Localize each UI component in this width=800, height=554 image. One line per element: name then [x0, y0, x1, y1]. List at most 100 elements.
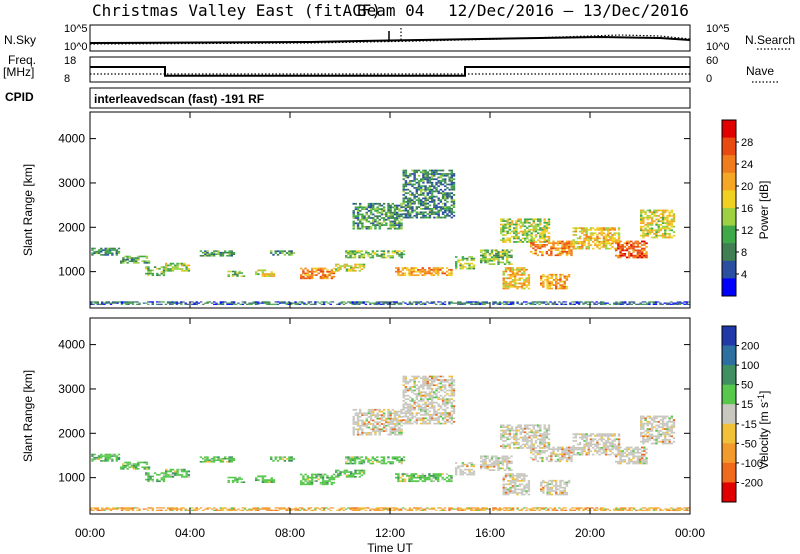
velocity-echo-cell [444, 379, 447, 381]
power-echo-cell [556, 249, 560, 251]
power-echo-cell [584, 302, 587, 304]
power-echo-cell [533, 303, 537, 305]
power-echo-cell [550, 252, 553, 255]
power-echo-cell [501, 252, 505, 255]
power-echo-cell [423, 268, 427, 271]
power-echo-cell [212, 250, 216, 252]
power-echo-cell [255, 273, 258, 276]
power-echo-cell [571, 301, 574, 303]
velocity-echo-cell [402, 393, 405, 395]
power-echo-cell [602, 302, 605, 304]
power-echo-cell [674, 303, 678, 305]
velocity-echo-cell [517, 441, 520, 444]
power-echo-cell [230, 253, 233, 256]
power-echo-cell [472, 267, 476, 270]
velocity-echo-cell [315, 480, 318, 482]
power-echo-cell [433, 178, 436, 181]
power-echo-cell [587, 247, 591, 250]
power-echo-cell [411, 183, 414, 186]
power-echo-cell [510, 249, 513, 252]
velocity-echo-cell [421, 480, 424, 483]
power-echo-cell [492, 301, 495, 303]
power-echo-cell [511, 284, 515, 286]
power-echo-cell [508, 239, 512, 242]
velocity-echo-cell [448, 400, 451, 402]
velocity-echo-cell [137, 463, 140, 465]
velocity-echo-cell [206, 459, 209, 462]
velocity-echo-cell [570, 460, 573, 463]
velocity-echo-cell [517, 424, 520, 427]
velocity-echo-cell [490, 462, 494, 465]
velocity-echo-cell [516, 473, 519, 475]
power-echo-cell [545, 244, 549, 246]
power-echo-cell [563, 277, 566, 280]
power-echo-cell [349, 251, 352, 254]
velocity-echo-cell [441, 408, 445, 411]
velocity-echo-cell [414, 473, 418, 475]
velocity-echo-cell [409, 396, 412, 399]
power-echo-cell [511, 270, 515, 273]
velocity-echo-cell [391, 431, 395, 434]
velocity-echo-cell [541, 438, 544, 441]
power-echo-cell [506, 259, 509, 262]
velocity-echo-cell [628, 457, 631, 460]
power-echo-cell [439, 180, 443, 182]
power-echo-cell [243, 302, 247, 304]
power-echo-cell [557, 282, 560, 285]
power-echo-cell [513, 227, 516, 229]
velocity-echo-cell [508, 457, 511, 459]
power-echo-cell [100, 302, 104, 304]
velocity-echo-cell [176, 472, 179, 475]
velocity-echo-cell [261, 479, 265, 482]
velocity-echo-cell [395, 473, 398, 475]
velocity-echo-cell [231, 479, 235, 482]
power-echo-cell [270, 303, 273, 305]
velocity-echo-cell [448, 398, 451, 401]
velocity-echo-cell [389, 419, 392, 422]
velocity-echo-cell [545, 450, 549, 452]
power-echo-cell [545, 235, 549, 238]
velocity-echo-cell [530, 451, 533, 454]
power-echo-cell [324, 274, 327, 276]
velocity-echo-cell [513, 429, 516, 432]
velocity-echo-cell [365, 414, 368, 416]
power-echo-cell [422, 204, 425, 207]
velocity-echo-cell [559, 481, 562, 484]
velocity-echo-cell [527, 486, 531, 489]
power-echo-cell [619, 302, 623, 304]
power-echo-cell [356, 208, 360, 210]
power-echo-cell [135, 262, 138, 264]
velocity-echo-cell [574, 433, 578, 435]
power-echo-cell [455, 256, 458, 258]
power-echo-cell [219, 255, 222, 257]
velocity-echo-cell [304, 483, 307, 486]
power-echo-cell [402, 250, 406, 252]
power-echo-cell [378, 227, 381, 230]
power-echo-cell [290, 302, 293, 304]
velocity-echo-cell [641, 457, 644, 460]
velocity-echo-cell [97, 455, 101, 457]
velocity-echo-cell [521, 431, 525, 434]
power-echo-cell [484, 258, 487, 260]
power-echo-cell [448, 180, 451, 182]
power-echo-cell [526, 234, 529, 236]
power-echo-cell [545, 240, 549, 243]
velocity-echo-cell [513, 485, 517, 487]
velocity-echo-cell [625, 448, 629, 451]
power-echo-cell [382, 206, 386, 209]
velocity-echo-cell [459, 465, 462, 468]
power-echo-cell [517, 235, 520, 238]
power-echo-cell [111, 301, 115, 303]
power-echo-cell [321, 272, 325, 275]
velocity-echo-cell [345, 456, 348, 458]
power-echo-cell [550, 247, 553, 250]
power-echo-cell [382, 253, 386, 256]
power-echo-cell [509, 268, 512, 271]
velocity-echo-cell [508, 445, 512, 448]
velocity-echo-cell [393, 456, 397, 458]
power-echo-cell [432, 270, 435, 273]
power-echo-cell [546, 279, 549, 281]
power-echo-cell [583, 234, 586, 236]
power-echo-cell [648, 303, 651, 305]
power-echo-cell [365, 250, 368, 252]
